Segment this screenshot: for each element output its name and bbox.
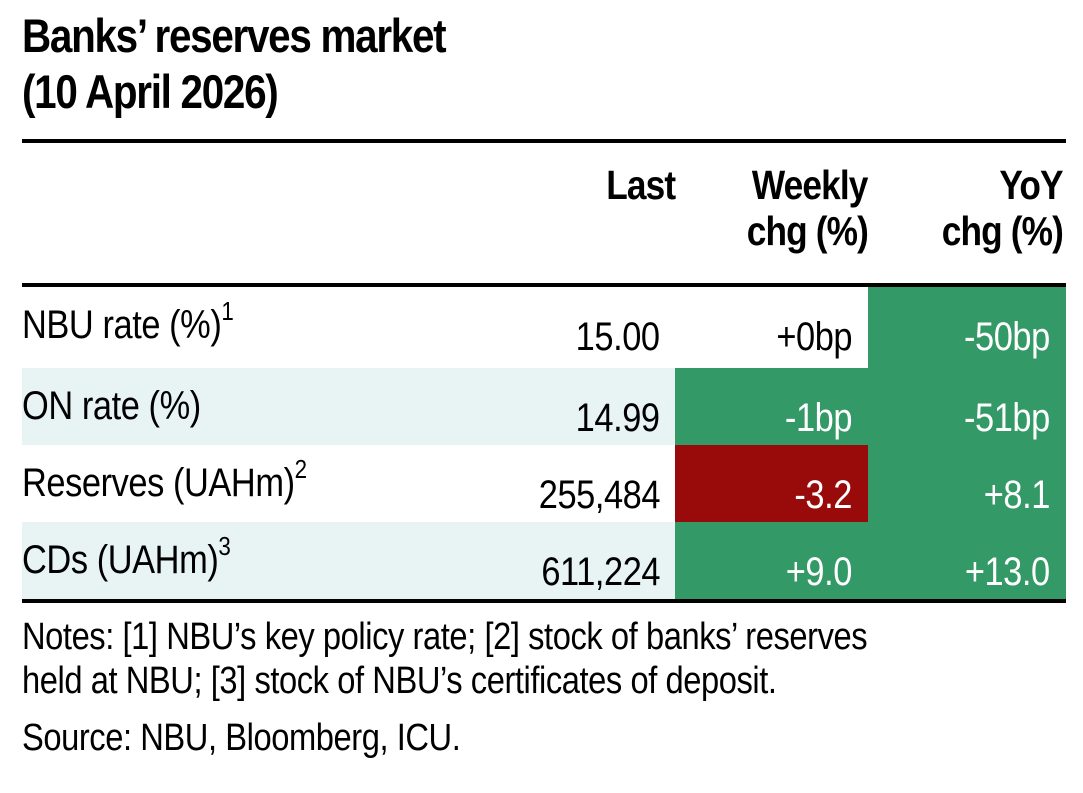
cell-last: 255,484: [22, 445, 675, 522]
row-label-text: ON rate (%): [22, 384, 201, 428]
table-row: Reserves (UAHm)2 255,484 -3.2 +8.1: [22, 445, 1066, 522]
cell-yoy-change: +8.1: [868, 445, 1066, 522]
cell-weekly-change-value: -1bp: [784, 396, 853, 440]
row-label-text: Reserves (UAHm): [22, 461, 295, 505]
cell-weekly-change-value: +9.0: [785, 550, 853, 594]
header-divider: [22, 283, 1066, 287]
title-line-2: (10 April 2026): [22, 65, 279, 118]
row-label: NBU rate (%)1: [22, 287, 672, 368]
footnote-marker: 1: [221, 296, 234, 326]
cell-weekly-change: +0bp: [675, 287, 868, 368]
cell-last-value: 14.99: [576, 396, 660, 440]
notes: Notes: [1] NBU’s key policy rate; [2] st…: [22, 615, 1083, 703]
cell-last: 611,224: [22, 522, 675, 599]
header-last: Last: [605, 162, 676, 208]
title-divider: [22, 139, 1066, 143]
cell-last: 15.00: [22, 287, 675, 368]
row-label-text: CDs (UAHm): [22, 538, 219, 582]
footnote-marker: 3: [218, 531, 231, 561]
table-row: CDs (UAHm)3 611,224 +9.0 +13.0: [22, 522, 1066, 599]
header-weekly: Weekly chg (%): [746, 162, 869, 254]
cell-yoy-change: +13.0: [868, 522, 1066, 599]
cell-yoy-change-value: -50bp: [964, 315, 1050, 359]
cell-weekly-change-value: -3.2: [794, 473, 852, 517]
footnote-marker: 2: [294, 454, 307, 484]
row-label: Reserves (UAHm)2: [22, 445, 672, 522]
row-label: ON rate (%): [22, 368, 672, 445]
cell-yoy-change: -51bp: [868, 368, 1066, 445]
header-yoy: YoY chg (%): [941, 162, 1064, 254]
cell-yoy-change: -50bp: [868, 287, 1066, 368]
notes-line-1: Notes: [1] NBU’s key policy rate; [2] st…: [22, 616, 868, 658]
table-row: ON rate (%) 14.99 -1bp -51bp: [22, 368, 1066, 445]
title-line-1: Banks’ reserves market: [22, 9, 447, 62]
source-text: Source: NBU, Bloomberg, ICU.: [22, 717, 461, 759]
page-title: Banks’ reserves market (10 April 2026): [22, 8, 920, 120]
cell-yoy-change-value: +8.1: [983, 473, 1051, 517]
cell-weekly-change: -1bp: [675, 368, 868, 445]
cell-weekly-change: -3.2: [675, 445, 868, 522]
cell-weekly-change-value: +0bp: [776, 315, 852, 359]
cell-last: 14.99: [22, 368, 675, 445]
cell-weekly-change: +9.0: [675, 522, 868, 599]
table-bottom-rule: [22, 599, 1066, 603]
cell-yoy-change-value: -51bp: [964, 396, 1050, 440]
table-row: NBU rate (%)1 15.00 +0bp -50bp: [22, 287, 1066, 368]
notes-line-2: held at NBU; [3] stock of NBU’s certific…: [22, 660, 777, 702]
row-label-text: NBU rate (%): [22, 303, 222, 347]
cell-yoy-change-value: +13.0: [965, 550, 1050, 594]
cell-last-value: 255,484: [538, 473, 661, 517]
cell-last-value: 15.00: [576, 315, 660, 359]
cell-last-value: 611,224: [541, 550, 660, 594]
row-label: CDs (UAHm)3: [22, 522, 672, 599]
